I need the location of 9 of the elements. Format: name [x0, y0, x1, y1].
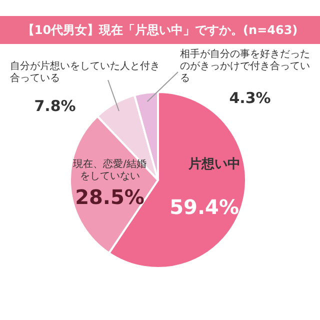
chart-title: 【10代男女】現在「片思い中」ですか。(n=463): [22, 23, 298, 37]
slice-label: 自分が片想いをしていた人と付き合っている: [10, 60, 160, 84]
data-label: 28.5%: [75, 185, 144, 210]
data-label: 7.8%: [34, 97, 76, 115]
data-label: 4.3%: [229, 89, 271, 107]
data-label: 59.4%: [170, 195, 239, 220]
slice-label: 相手が自分の事を好きだったのがきっかけで付き合っている: [180, 48, 310, 84]
slice-label: 現在、恋愛/結婚をしていない: [73, 158, 146, 182]
slice-label: 片想い中: [187, 156, 240, 172]
